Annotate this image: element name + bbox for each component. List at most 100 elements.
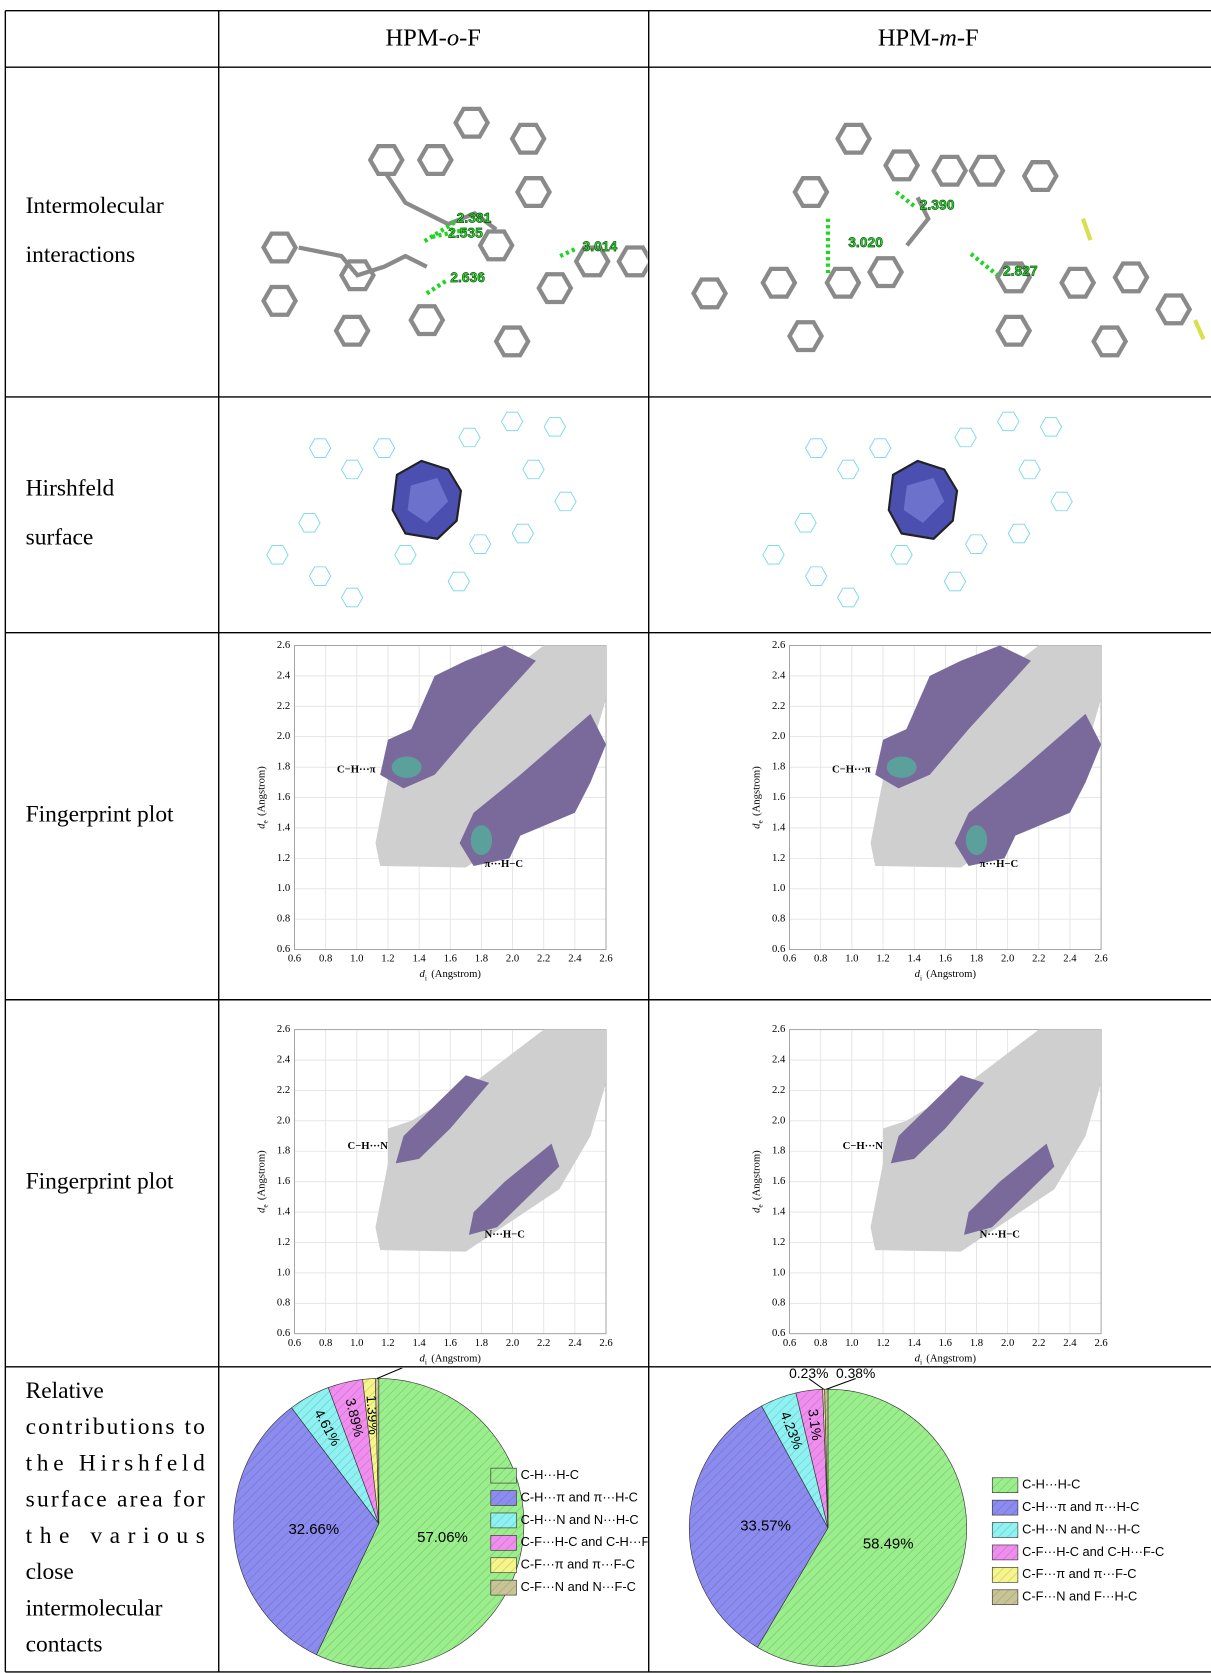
y-tick-label: 1.2 xyxy=(277,853,290,864)
legend-label: C-F···H-C and C-H···F-C xyxy=(1022,1544,1164,1559)
x-tick-label: 2.0 xyxy=(506,1338,519,1349)
y-tick-label: 2.6 xyxy=(277,640,291,651)
legend-label: C-F···N and N···F-C xyxy=(521,1579,636,1594)
axis-unit: (Angstrom) xyxy=(926,1354,976,1365)
pie-value-label: 57.06% xyxy=(417,1529,468,1546)
legend-label: C-F···π and π···F-C xyxy=(521,1557,635,1572)
y-tick-label: 1.0 xyxy=(772,1267,785,1278)
legend-label: C-H···N and N···H-C xyxy=(1022,1521,1140,1536)
legend-swatch-hatch xyxy=(491,1468,517,1483)
x-tick-label: 2.0 xyxy=(1001,954,1014,965)
y-tick-label: 0.8 xyxy=(277,1298,290,1309)
x-tick-label: 1.0 xyxy=(350,1338,363,1349)
legend-swatch-hatch xyxy=(491,1491,517,1506)
x-tick-label: 2.6 xyxy=(599,954,613,965)
y-tick-label: 2.0 xyxy=(772,1115,785,1126)
y-tick-label: 1.0 xyxy=(277,883,290,894)
x-tick-label: 2.2 xyxy=(537,954,550,965)
x-tick-label: 1.2 xyxy=(381,954,394,965)
pie-value-label: 32.66% xyxy=(288,1521,339,1538)
axis-unit: (Angstrom) xyxy=(257,766,268,816)
pie-value-label: 33.57% xyxy=(740,1518,791,1535)
y-tick-label: 1.6 xyxy=(277,792,291,803)
distance-label: 3.014 xyxy=(583,238,618,254)
plot-annotation: C−H···π xyxy=(337,765,376,776)
distance-label: 2.827 xyxy=(1003,263,1038,279)
x-tick-label: 2.0 xyxy=(506,954,519,965)
y-tick-label: 1.2 xyxy=(277,1237,290,1248)
x-tick-label: 2.4 xyxy=(1063,954,1077,965)
x-tick-label: 1.8 xyxy=(475,954,488,965)
x-tick-label: 0.6 xyxy=(783,1338,797,1349)
row-label: intermolecular xyxy=(26,1595,163,1621)
x-tick-label: 1.6 xyxy=(444,954,458,965)
y-tick-label: 0.8 xyxy=(772,914,785,925)
distance-label: 2.535 xyxy=(448,224,483,240)
x-tick-label: 1.8 xyxy=(970,1338,983,1349)
x-tick-label: 2.4 xyxy=(568,954,582,965)
legend-label: C-H···π and π···H-C xyxy=(521,1489,638,1504)
y-tick-label: 1.0 xyxy=(772,883,785,894)
row-label: contributions to xyxy=(26,1414,205,1440)
y-tick-label: 1.0 xyxy=(277,1267,290,1278)
axis-sub: e xyxy=(755,820,764,824)
y-tick-label: 2.4 xyxy=(772,1054,786,1065)
pie-value-label: 1.39% xyxy=(363,1395,382,1435)
x-tick-label: 0.6 xyxy=(288,1338,302,1349)
x-tick-label: 2.6 xyxy=(1094,1338,1108,1349)
y-tick-label: 2.6 xyxy=(772,1024,786,1035)
row-label: contacts xyxy=(26,1632,103,1658)
x-tick-label: 2.0 xyxy=(1001,1338,1014,1349)
x-tick-label: 1.0 xyxy=(845,1338,858,1349)
row-label: Relative xyxy=(26,1378,104,1404)
legend-swatch-hatch xyxy=(491,1513,517,1528)
axis-sub: e xyxy=(260,820,269,824)
x-tick-label: 1.4 xyxy=(412,1338,426,1349)
axis-sub: i xyxy=(425,1357,427,1366)
y-tick-label: 1.8 xyxy=(772,762,785,773)
y-tick-label: 2.0 xyxy=(772,731,785,742)
x-tick-label: 1.6 xyxy=(939,954,953,965)
y-tick-label: 1.4 xyxy=(772,1207,786,1218)
axis-unit: (Angstrom) xyxy=(926,970,976,981)
x-tick-label: 1.6 xyxy=(444,1338,458,1349)
y-tick-label: 2.2 xyxy=(277,1085,290,1096)
plot-annotation: N···H−C xyxy=(980,1229,1020,1240)
axis-unit: (Angstrom) xyxy=(431,970,481,981)
x-tick-label: 2.6 xyxy=(599,1338,613,1349)
distance-label: 2.381 xyxy=(457,209,492,225)
x-tick-label: 2.2 xyxy=(537,1338,550,1349)
plot-annotation: C−H···N xyxy=(348,1141,389,1152)
legend-swatch-hatch xyxy=(491,1580,517,1595)
axis-symbol: d xyxy=(257,1207,268,1213)
axis-symbol: d xyxy=(257,823,268,829)
x-tick-label: 0.8 xyxy=(814,1338,827,1349)
density-spot xyxy=(471,825,492,855)
row-label: surface xyxy=(26,525,94,551)
header-part: HPM- xyxy=(385,24,446,51)
header-part: m xyxy=(939,24,957,51)
row-label: Hirshfeld xyxy=(26,476,115,502)
axis-sub: i xyxy=(425,973,427,982)
row-label: Fingerprint plot xyxy=(26,802,174,828)
legend-label: C-F···N and F···H-C xyxy=(1022,1589,1137,1604)
distance-label: 2.390 xyxy=(920,197,955,213)
y-tick-label: 2.6 xyxy=(772,640,786,651)
y-tick-label: 2.0 xyxy=(277,731,290,742)
legend-swatch-hatch xyxy=(491,1535,517,1550)
x-tick-label: 1.8 xyxy=(475,1338,488,1349)
x-tick-label: 1.4 xyxy=(908,1338,922,1349)
x-tick-label: 2.2 xyxy=(1032,1338,1045,1349)
row-label: interactions xyxy=(26,242,135,268)
x-tick-label: 2.2 xyxy=(1032,954,1045,965)
legend-swatch-hatch xyxy=(491,1558,517,1573)
axis-unit: (Angstrom) xyxy=(752,1150,763,1200)
legend-swatch-hatch xyxy=(992,1500,1018,1515)
y-tick-label: 2.4 xyxy=(772,670,786,681)
x-tick-label: 2.6 xyxy=(1094,954,1108,965)
legend-label: C-H···N and N···H-C xyxy=(521,1512,639,1527)
axis-unit: (Angstrom) xyxy=(431,1354,481,1365)
column-header: HPM-o-F xyxy=(385,24,480,51)
y-tick-label: 1.6 xyxy=(277,1176,291,1187)
y-tick-label: 0.6 xyxy=(277,1328,291,1339)
